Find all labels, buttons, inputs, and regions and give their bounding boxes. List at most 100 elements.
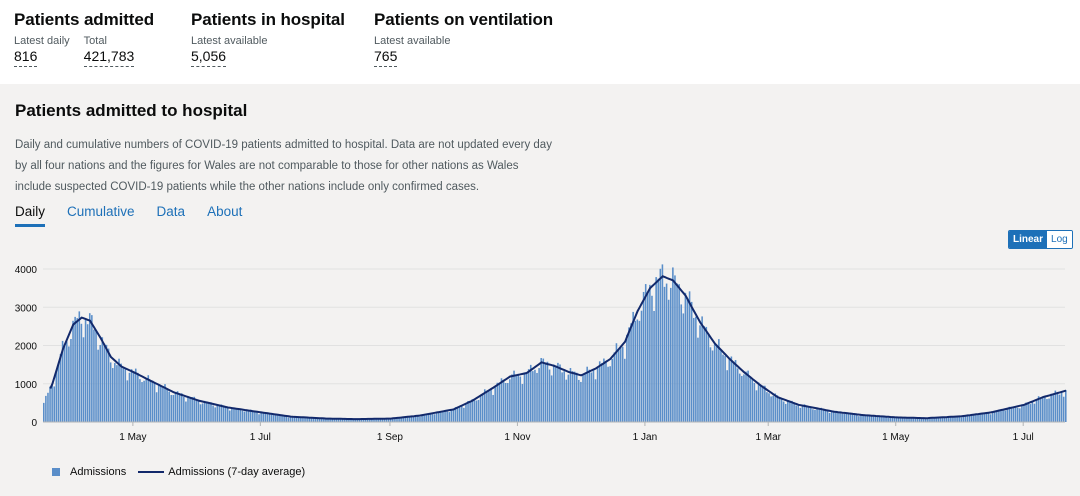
hospital-latest-label: Latest available — [191, 35, 268, 47]
admissions-bar — [260, 412, 262, 422]
admissions-bar — [970, 415, 973, 422]
admissions-bar — [924, 418, 927, 422]
admissions-bar — [981, 412, 983, 422]
admissions-bar — [279, 414, 281, 422]
admissions-bar — [768, 393, 770, 422]
admissions-bar — [170, 395, 173, 422]
admissions-bar — [126, 380, 129, 422]
admissions-bar — [945, 417, 948, 422]
patients-admitted-summary: Patients admitted Latest daily 816 Total… — [14, 9, 154, 67]
admissions-bar — [1042, 396, 1044, 422]
total-value[interactable]: 421,783 — [83, 48, 135, 67]
admissions-bar — [394, 418, 396, 422]
admissions-bar — [496, 382, 499, 422]
admissions-bar — [86, 324, 89, 422]
admissions-bar — [1010, 406, 1013, 422]
hospital-latest-value[interactable]: 5,056 — [191, 48, 227, 67]
admissions-bar — [1025, 402, 1027, 422]
admissions-bar — [183, 396, 185, 422]
admissions-bar — [53, 386, 56, 422]
admissions-bar — [1000, 411, 1002, 422]
admissions-bar — [899, 417, 902, 422]
latest-daily-value[interactable]: 816 — [14, 48, 38, 67]
tab-data[interactable]: Data — [156, 204, 186, 219]
admissions-bar — [312, 417, 315, 422]
admissions-bar — [519, 376, 522, 422]
admissions-bar — [584, 373, 586, 422]
admissions-bar — [720, 349, 722, 422]
admissions-bar — [1065, 390, 1067, 422]
admissions-bar — [745, 371, 747, 422]
admissions-bar — [153, 383, 156, 422]
admissions-bar — [314, 418, 317, 422]
admissions-bar — [513, 370, 515, 422]
legend-admissions: Admissions — [52, 466, 126, 478]
admissions-bar — [1033, 403, 1036, 422]
admissions-bar — [343, 419, 346, 422]
admissions-bar — [947, 416, 950, 422]
admissions-bar — [358, 419, 361, 422]
admissions-bar — [172, 394, 175, 422]
admissions-bar — [715, 344, 718, 422]
admissions-bar — [417, 416, 419, 422]
tab-about[interactable]: About — [207, 204, 243, 219]
admissions-bar — [697, 337, 699, 422]
admissions-bar — [640, 310, 643, 422]
admissions-bar — [272, 415, 275, 422]
admissions-bar — [99, 345, 101, 422]
admissions-bar — [95, 330, 97, 422]
admissions-bar — [979, 413, 981, 422]
admissions-bar — [463, 407, 465, 422]
admissions-bar — [193, 396, 196, 422]
admissions-bar — [308, 417, 310, 422]
admissions-bar — [872, 416, 875, 422]
tab-cumulative[interactable]: Cumulative — [67, 204, 135, 219]
scale-toggle: Linear Log — [1008, 230, 1073, 249]
admissions-bar — [968, 414, 971, 422]
log-scale-button[interactable]: Log — [1047, 231, 1072, 248]
admissions-bar — [492, 394, 494, 422]
admissions-bar — [369, 418, 371, 422]
admissions-bar — [546, 361, 549, 422]
admissions-bar — [975, 415, 977, 422]
admissions-bar — [366, 418, 369, 422]
legend-seven-day-average: Admissions (7-day average) — [138, 466, 305, 478]
admissions-bar — [427, 413, 430, 422]
admissions-bar — [139, 379, 141, 422]
admissions-bar — [151, 380, 154, 422]
linear-scale-button[interactable]: Linear — [1009, 231, 1048, 248]
admissions-bar — [548, 369, 551, 422]
ventilation-latest-value[interactable]: 765 — [374, 48, 398, 67]
admissions-bar — [929, 418, 931, 422]
legend-average-label: Admissions (7-day average) — [168, 466, 306, 478]
admissions-bar — [542, 358, 545, 422]
admissions-bar — [500, 378, 503, 422]
admissions-bar — [711, 350, 714, 422]
admissions-bar — [933, 417, 935, 422]
admissions-bar — [736, 368, 739, 422]
admissions-bar — [318, 418, 321, 422]
admissions-bar — [684, 292, 687, 422]
admissions-bar — [220, 404, 223, 422]
admissions-bar — [759, 384, 762, 422]
admissions-bar — [57, 364, 60, 422]
admissions-bar — [245, 410, 248, 422]
admissions-bar — [787, 400, 789, 422]
admissions-bar — [797, 405, 800, 422]
admissions-bar — [143, 380, 145, 422]
tab-daily[interactable]: Daily — [15, 203, 46, 227]
admissions-bar — [176, 391, 179, 422]
admissions-bar — [1035, 400, 1038, 422]
admissions-bar — [605, 361, 607, 422]
admissions-bar — [607, 366, 609, 422]
admissions-bar — [860, 414, 862, 422]
patients-in-hospital-title: Patients in hospital — [191, 10, 345, 29]
admissions-bar — [486, 390, 488, 422]
admissions-bar — [107, 348, 110, 422]
admissions-bar — [120, 363, 122, 422]
admissions-bar — [61, 340, 64, 422]
admissions-bar — [822, 409, 825, 422]
card-description: Daily and cumulative numbers of COVID-19… — [15, 139, 552, 193]
admissions-bar — [448, 412, 451, 422]
admissions-bar — [835, 411, 837, 422]
